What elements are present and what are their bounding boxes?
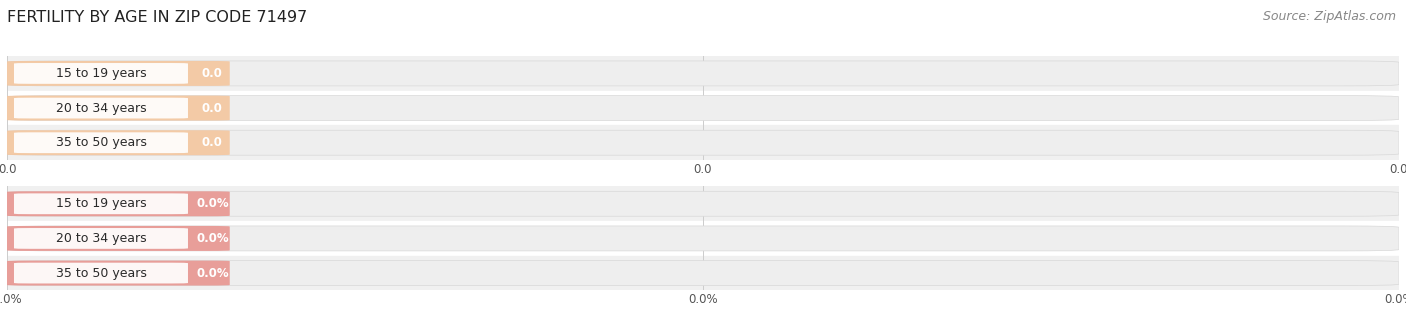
FancyBboxPatch shape <box>7 61 229 86</box>
Text: 0.0: 0.0 <box>202 102 222 115</box>
Text: 0.0: 0.0 <box>202 136 222 149</box>
FancyBboxPatch shape <box>14 132 188 153</box>
Text: 15 to 19 years: 15 to 19 years <box>56 67 146 80</box>
FancyBboxPatch shape <box>7 191 229 216</box>
Text: 0.0%: 0.0% <box>195 232 229 245</box>
Bar <box>7 221 1399 256</box>
FancyBboxPatch shape <box>7 130 1399 155</box>
FancyBboxPatch shape <box>7 96 1399 120</box>
FancyBboxPatch shape <box>7 226 229 251</box>
Bar <box>7 56 1399 91</box>
Text: 0.0: 0.0 <box>202 67 222 80</box>
FancyBboxPatch shape <box>7 96 229 120</box>
FancyBboxPatch shape <box>7 191 1399 216</box>
Text: FERTILITY BY AGE IN ZIP CODE 71497: FERTILITY BY AGE IN ZIP CODE 71497 <box>7 10 308 25</box>
Text: 0.0%: 0.0% <box>195 197 229 210</box>
FancyBboxPatch shape <box>7 130 229 155</box>
FancyBboxPatch shape <box>14 98 188 118</box>
Bar <box>7 186 1399 221</box>
FancyBboxPatch shape <box>14 228 188 249</box>
Text: 35 to 50 years: 35 to 50 years <box>56 267 146 280</box>
FancyBboxPatch shape <box>14 63 188 84</box>
FancyBboxPatch shape <box>14 193 188 214</box>
Text: 35 to 50 years: 35 to 50 years <box>56 136 146 149</box>
Text: 20 to 34 years: 20 to 34 years <box>56 102 146 115</box>
FancyBboxPatch shape <box>7 261 1399 285</box>
FancyBboxPatch shape <box>7 226 1399 251</box>
FancyBboxPatch shape <box>7 261 229 285</box>
FancyBboxPatch shape <box>14 263 188 283</box>
Text: 15 to 19 years: 15 to 19 years <box>56 197 146 210</box>
Text: 20 to 34 years: 20 to 34 years <box>56 232 146 245</box>
FancyBboxPatch shape <box>7 61 1399 86</box>
Bar <box>7 125 1399 160</box>
Bar <box>7 91 1399 125</box>
Text: Source: ZipAtlas.com: Source: ZipAtlas.com <box>1263 10 1396 23</box>
Bar <box>7 256 1399 290</box>
Text: 0.0%: 0.0% <box>195 267 229 280</box>
